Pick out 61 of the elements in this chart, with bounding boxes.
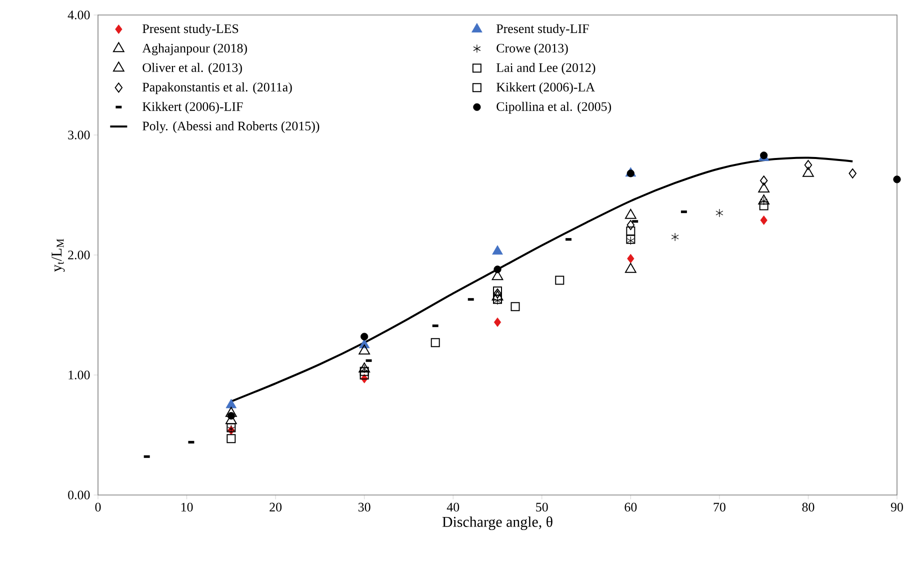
point bbox=[802, 166, 814, 177]
point bbox=[494, 318, 502, 327]
point bbox=[226, 434, 236, 444]
point bbox=[848, 168, 856, 178]
point bbox=[492, 245, 503, 255]
point bbox=[555, 276, 564, 285]
point bbox=[804, 160, 812, 170]
point bbox=[225, 406, 237, 417]
x-tick-label: 0 bbox=[95, 502, 101, 512]
legend-label: Present study-LIF bbox=[496, 24, 589, 36]
point bbox=[360, 366, 369, 376]
point bbox=[624, 208, 636, 219]
point bbox=[626, 220, 635, 230]
point bbox=[624, 262, 636, 273]
y-tick-label: 4.00 bbox=[68, 10, 90, 20]
x-tick-label: 20 bbox=[270, 502, 282, 512]
point bbox=[227, 412, 235, 420]
y-tick-label: 0.00 bbox=[68, 490, 90, 500]
y-tick-label: 1.00 bbox=[68, 370, 90, 380]
legend-label: Kikkert (2006)-LA bbox=[496, 82, 595, 94]
point bbox=[360, 332, 368, 340]
point bbox=[493, 286, 502, 296]
point bbox=[760, 196, 768, 206]
y-tick-label: 3.00 bbox=[68, 130, 90, 140]
point bbox=[494, 266, 502, 274]
legend-label: Cipollina et al. (2005) bbox=[496, 102, 612, 114]
point bbox=[758, 182, 770, 192]
x-tick-label: 60 bbox=[624, 502, 637, 512]
legend-label: Present study-LES bbox=[142, 24, 238, 36]
x-tick-label: 30 bbox=[358, 502, 370, 512]
point bbox=[510, 302, 520, 312]
y-axis-title: y$_{t}$/L$_{M}$ bbox=[52, 238, 65, 272]
point bbox=[759, 201, 768, 210]
point bbox=[627, 254, 634, 264]
legend-label: Papakonstantis et al. (2011a) bbox=[142, 82, 292, 94]
point bbox=[760, 215, 768, 225]
legend-label: Kikkert (2006)-LIF bbox=[142, 102, 243, 114]
legend-label: Crowe (2013) bbox=[496, 43, 568, 56]
legend-label: Poly. (Abessi and Roberts (2015)) bbox=[142, 121, 320, 134]
x-tick-label: 90 bbox=[890, 502, 903, 512]
point bbox=[760, 176, 768, 186]
point bbox=[430, 338, 440, 348]
y-tick-label: 2.00 bbox=[68, 250, 90, 260]
legend-label: Oliver et al. (2013) bbox=[142, 62, 242, 75]
point bbox=[226, 398, 237, 408]
legend-label: Aghajanpour (2018) bbox=[142, 43, 247, 56]
point bbox=[716, 208, 724, 218]
x-tick-label: 70 bbox=[714, 502, 726, 512]
x-tick-label: 10 bbox=[181, 502, 193, 512]
x-tick-label: 40 bbox=[446, 502, 460, 512]
point bbox=[358, 344, 370, 354]
point bbox=[671, 232, 679, 242]
point bbox=[626, 170, 634, 178]
point bbox=[360, 370, 369, 380]
point bbox=[626, 226, 636, 236]
x-tick-label: 50 bbox=[536, 502, 548, 512]
point bbox=[893, 176, 901, 184]
legend-label: Lai and Lee (2012) bbox=[496, 62, 596, 75]
x-axis-title: Discharge angle, θ bbox=[442, 516, 552, 530]
point bbox=[758, 194, 770, 204]
x-tick-label: 80 bbox=[802, 502, 814, 512]
